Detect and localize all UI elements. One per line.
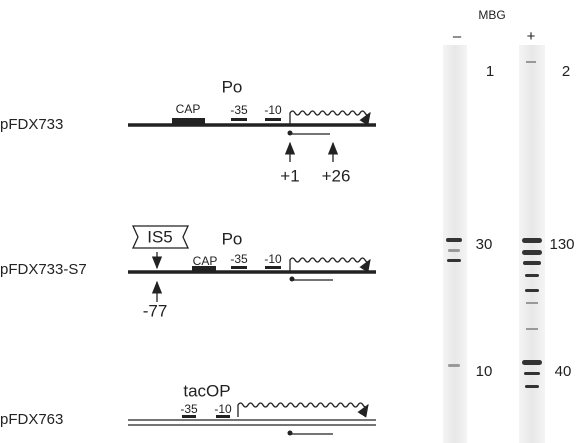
construct-name: pFDX763 <box>0 411 63 428</box>
label-end <box>290 277 295 282</box>
promoter-label: Po <box>222 77 243 96</box>
element-label: -10 <box>214 402 232 416</box>
marker-label: 40 <box>555 363 572 380</box>
marker-label: 1 <box>486 63 494 80</box>
box <box>216 415 230 418</box>
figure: MBG – + 1 2 30 130 10 40 pFDX733 Po CAP … <box>0 0 577 443</box>
marker-label: 130 <box>549 236 574 253</box>
wave <box>290 111 370 125</box>
transcript <box>290 111 370 125</box>
position-label: -77 <box>143 301 168 320</box>
cap-site <box>192 266 216 272</box>
position-label: +1 <box>280 166 299 185</box>
construct-name: pFDX733 <box>0 116 63 133</box>
element-label: -10 <box>264 252 282 266</box>
lane-label: + <box>527 28 536 45</box>
promoter-label: Po <box>222 229 243 248</box>
label-end <box>288 131 293 136</box>
box <box>265 118 281 121</box>
transcript <box>290 258 370 272</box>
position-label: +26 <box>322 166 351 185</box>
marker-label: 10 <box>476 363 493 380</box>
marker-label: 2 <box>562 63 570 80</box>
gel-lane <box>443 45 467 443</box>
cap-site <box>172 118 205 124</box>
box <box>231 266 247 269</box>
wave <box>290 258 370 272</box>
gel-lane <box>519 45 545 443</box>
insert-label: IS5 <box>147 227 173 246</box>
element-label: -35 <box>230 103 248 117</box>
box <box>265 266 281 269</box>
wave <box>238 403 368 417</box>
element-label: -35 <box>180 402 198 416</box>
box <box>182 415 196 418</box>
transcript <box>238 403 368 417</box>
lane-label: – <box>453 28 462 45</box>
element-label: -35 <box>230 252 248 266</box>
label-end <box>288 431 293 436</box>
gel-header: MBG <box>478 8 505 22</box>
promoter-label: tacOP <box>183 381 230 400</box>
box <box>231 118 247 121</box>
construct-name: pFDX733-S7 <box>0 261 87 278</box>
marker-label: 30 <box>476 236 493 253</box>
cap-label: CAP <box>176 102 201 116</box>
element-label: -10 <box>264 103 282 117</box>
